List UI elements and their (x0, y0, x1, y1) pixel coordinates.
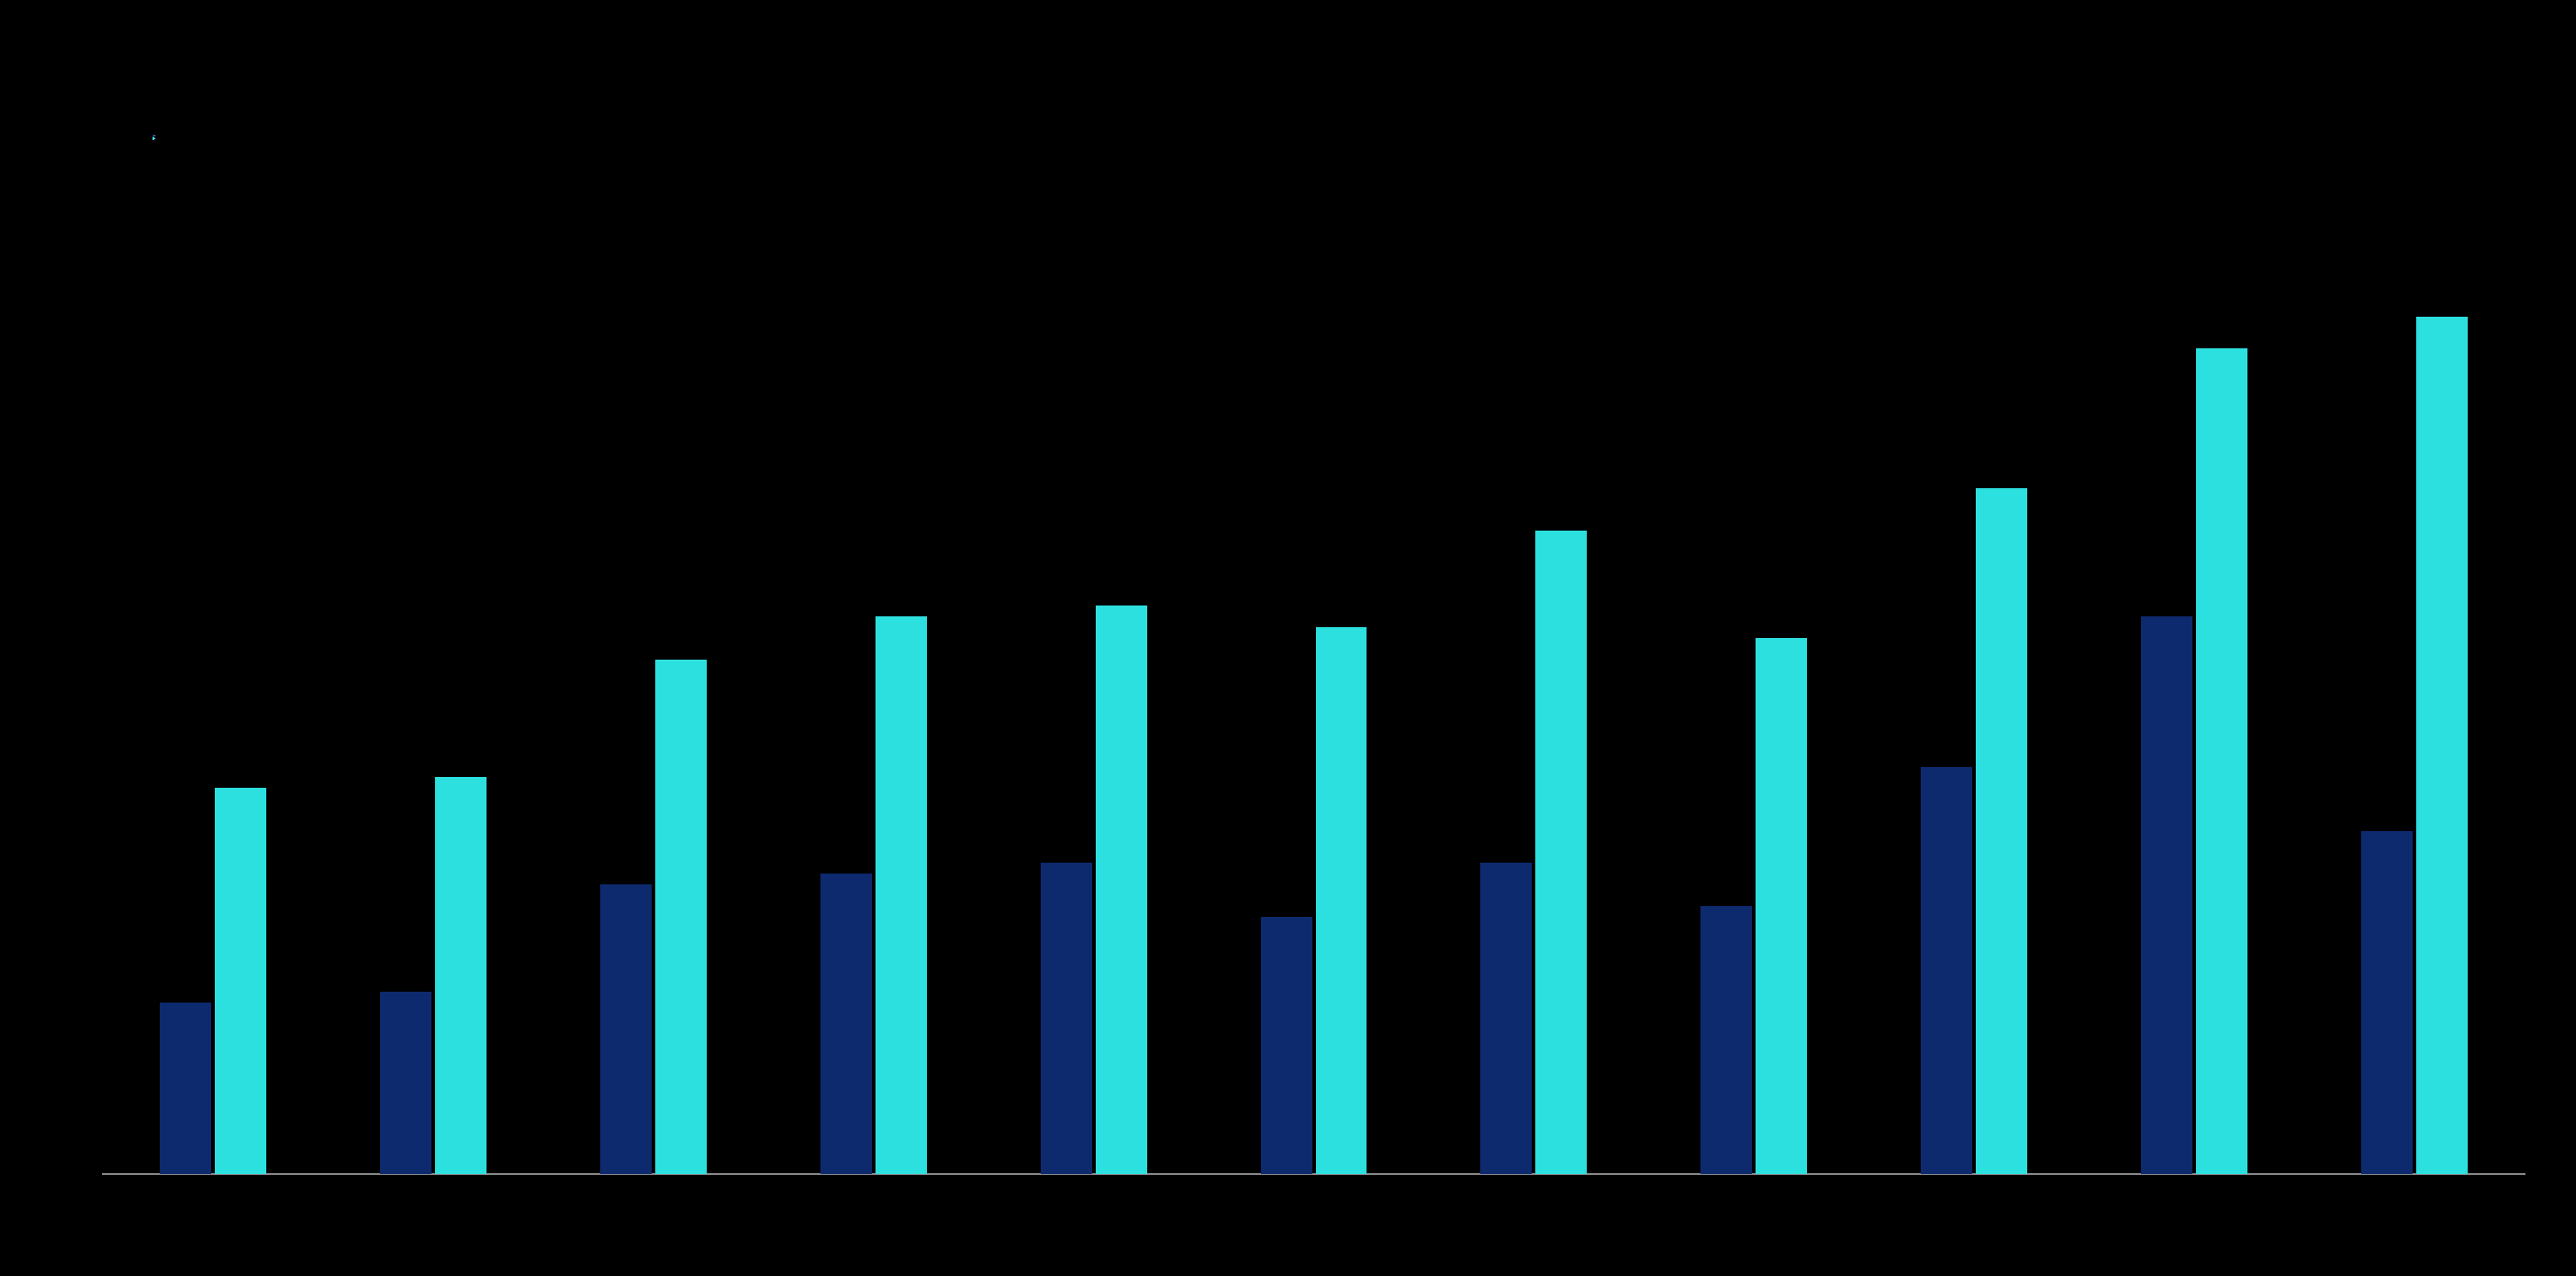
Bar (381, 991, 430, 1174)
Bar (2141, 616, 2192, 1174)
Bar (1095, 606, 1146, 1174)
Bar (876, 616, 927, 1174)
Bar (1535, 531, 1587, 1174)
Bar (160, 1003, 211, 1174)
Bar (1481, 863, 1533, 1174)
Bar (1757, 638, 1808, 1174)
Bar (214, 789, 265, 1174)
Bar (819, 874, 871, 1174)
Legend: 2020, 2050: 2020, 2050 (152, 135, 157, 139)
Bar (1041, 863, 1092, 1174)
Bar (600, 884, 652, 1174)
Bar (1976, 487, 2027, 1174)
Bar (435, 777, 487, 1174)
Bar (1922, 767, 1973, 1174)
Bar (654, 660, 706, 1174)
Bar (2197, 348, 2246, 1174)
Bar (2416, 316, 2468, 1174)
Bar (1260, 916, 1311, 1174)
Bar (1316, 628, 1368, 1174)
Bar (2362, 831, 2414, 1174)
Bar (1700, 906, 1752, 1174)
